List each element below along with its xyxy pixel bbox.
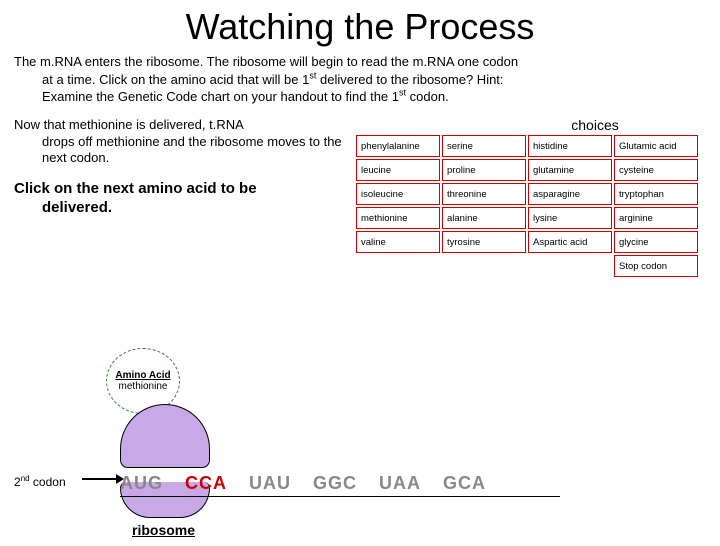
diagram: Amino Acid methionine 2nd codon AUG CCA UA…: [0, 346, 720, 546]
choice-arginine[interactable]: arginine: [614, 207, 698, 229]
codon-pointer-label: 2nd codon: [14, 474, 66, 489]
choice-aspartic-acid[interactable]: Aspartic acid: [528, 231, 612, 253]
choice-glycine[interactable]: glycine: [614, 231, 698, 253]
codon-uau-2: UAU: [249, 473, 291, 494]
intro-line3a: Examine the Genetic Code chart on your h…: [42, 89, 399, 104]
codon-uaa-4: UAA: [379, 473, 421, 494]
para2-rest: drops off methionine and the ribosome mo…: [14, 134, 350, 167]
para-3: Click on the next amino acid to be deliv…: [14, 180, 350, 218]
choice-threonine[interactable]: threonine: [442, 183, 526, 205]
intro-line1: The m.RNA enters the ribosome. The ribos…: [14, 54, 518, 69]
intro-line2a: at a time. Click on the amino acid that …: [42, 72, 309, 87]
mrna-strand: AUG CCA UAU GGC UAA GCA: [120, 473, 620, 494]
sup-1st-b: st: [399, 88, 406, 98]
codon-sup: nd: [21, 474, 30, 483]
choice-methionine[interactable]: methionine: [356, 207, 440, 229]
page-title: Watching the Process: [0, 6, 720, 48]
choice-valine[interactable]: valine: [356, 231, 440, 253]
para3-rest: delivered.: [14, 199, 350, 218]
choice-alanine[interactable]: alanine: [442, 207, 526, 229]
para2-start: Now that methionine is delivered, t.RNA: [14, 117, 244, 132]
choice-cysteine[interactable]: cysteine: [614, 159, 698, 181]
choices-heading: choices: [470, 117, 720, 133]
choice-glutamine[interactable]: glutamine: [528, 159, 612, 181]
choice-glutamic-acid[interactable]: Glutamic acid: [614, 135, 698, 157]
trna-label-methionine: methionine: [119, 381, 168, 392]
choice-lysine[interactable]: lysine: [528, 207, 612, 229]
codon-ggc-3: GGC: [313, 473, 357, 494]
choice-histidine[interactable]: histidine: [528, 135, 612, 157]
ribosome-shape: [120, 404, 210, 518]
choice-phenylalanine[interactable]: phenylalanine: [356, 135, 440, 157]
ribosome-label: ribosome: [132, 522, 195, 538]
para3-start: Click on the next amino acid to be: [14, 180, 257, 197]
para-2: Now that methionine is delivered, t.RNA …: [14, 117, 350, 166]
choice-tryptophan[interactable]: tryptophan: [614, 183, 698, 205]
arrow-icon: [82, 478, 122, 480]
choice-tyrosine[interactable]: tyrosine: [442, 231, 526, 253]
codon-word: codon: [30, 475, 66, 489]
choice-leucine[interactable]: leucine: [356, 159, 440, 181]
codon-aug-0: AUG: [120, 473, 163, 494]
intro-line3: Examine the Genetic Code chart on your h…: [14, 89, 449, 104]
intro-line3b: codon.: [406, 89, 449, 104]
choice-isoleucine[interactable]: isoleucine: [356, 183, 440, 205]
mrna-line: [120, 496, 560, 497]
choices-grid: phenylalanineserinehistidineGlutamic aci…: [356, 135, 720, 253]
intro-line2: at a time. Click on the amino acid that …: [14, 72, 504, 87]
codon-gca-5: GCA: [443, 473, 486, 494]
intro-line2b: delivered to the ribosome? Hint:: [316, 72, 503, 87]
intro-text: The m.RNA enters the ribosome. The ribos…: [0, 48, 720, 105]
codon-cca-1: CCA: [185, 473, 227, 494]
choice-stop-codon[interactable]: Stop codon: [614, 255, 698, 277]
codon-num: 2: [14, 475, 21, 489]
choice-asparagine[interactable]: asparagine: [528, 183, 612, 205]
ribosome-top: [120, 404, 210, 468]
choice-serine[interactable]: serine: [442, 135, 526, 157]
trna-label-amino-acid: Amino Acid: [115, 370, 170, 381]
choice-proline[interactable]: proline: [442, 159, 526, 181]
